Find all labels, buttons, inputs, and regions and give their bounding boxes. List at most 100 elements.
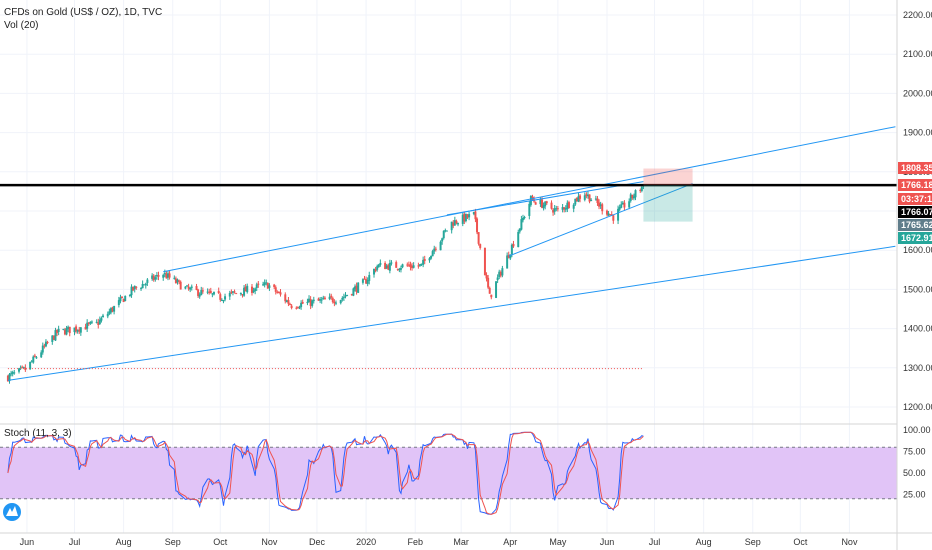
candle-body bbox=[572, 204, 575, 209]
candle-body bbox=[433, 248, 436, 252]
candle-body bbox=[208, 291, 211, 293]
candle-body bbox=[498, 271, 501, 277]
candle-body bbox=[512, 243, 515, 247]
trendline-upper-channel[interactable] bbox=[163, 126, 896, 273]
price-tag-label: 03:37:14 bbox=[901, 194, 932, 204]
candle-body bbox=[95, 321, 98, 323]
candle-body bbox=[439, 241, 442, 251]
candle-body bbox=[217, 290, 220, 294]
candle-body bbox=[461, 214, 464, 224]
position-target-zone[interactable] bbox=[643, 168, 693, 186]
candle-body bbox=[246, 285, 249, 293]
candle-body bbox=[363, 278, 366, 280]
candle-body bbox=[22, 367, 25, 369]
candle-series[interactable] bbox=[6, 184, 645, 384]
candle-body bbox=[434, 248, 437, 250]
candle-body bbox=[146, 279, 149, 283]
price-tag bbox=[898, 193, 932, 205]
candle-body bbox=[266, 283, 269, 289]
candle-body bbox=[583, 195, 586, 200]
trendline-lower-channel[interactable] bbox=[7, 245, 896, 381]
time-tick-label: Oct bbox=[213, 537, 228, 547]
candle-body bbox=[68, 326, 71, 334]
candle-body bbox=[143, 284, 146, 286]
volume-legend[interactable]: Vol (20) bbox=[4, 20, 38, 31]
candle-body bbox=[152, 275, 155, 280]
candle-body bbox=[353, 286, 356, 289]
candle-body bbox=[495, 281, 498, 298]
candle-body bbox=[219, 294, 222, 300]
candle-body bbox=[418, 264, 421, 266]
trendline-wedge-lower[interactable] bbox=[508, 183, 693, 257]
candle-body bbox=[75, 326, 78, 332]
trendlines[interactable] bbox=[0, 126, 897, 381]
grid bbox=[0, 0, 897, 533]
candle-body bbox=[466, 214, 469, 218]
candle-body bbox=[496, 277, 499, 281]
price-tick-label: 2100.00 bbox=[903, 49, 932, 59]
candle-body bbox=[534, 202, 537, 205]
candle-body bbox=[243, 287, 246, 296]
candle-body bbox=[197, 289, 200, 296]
candle-body bbox=[319, 299, 322, 301]
candle-body bbox=[308, 298, 311, 303]
candle-body bbox=[598, 202, 601, 207]
candle-body bbox=[87, 322, 90, 324]
candle-body bbox=[577, 196, 580, 202]
tradingview-logo-icon[interactable] bbox=[3, 503, 21, 521]
position-box[interactable] bbox=[643, 168, 693, 222]
candle-body bbox=[632, 196, 635, 199]
candle-body bbox=[623, 202, 626, 208]
candle-body bbox=[483, 247, 486, 276]
candle-body bbox=[361, 279, 364, 283]
candle-body bbox=[56, 329, 59, 333]
candle-body bbox=[51, 335, 54, 342]
symbol-legend[interactable]: CFDs on Gold (US$ / OZ), 1D, TVC bbox=[4, 7, 162, 18]
candle-body bbox=[563, 207, 566, 210]
candle-body bbox=[431, 251, 434, 257]
candle-body bbox=[350, 294, 353, 296]
candle-body bbox=[517, 231, 520, 248]
price-tag-label: 1766.07 bbox=[901, 207, 932, 217]
price-tick-label: 1600.00 bbox=[903, 245, 932, 255]
price-tag-label: 1672.91 bbox=[901, 233, 932, 243]
candle-body bbox=[235, 293, 238, 295]
stochastic-tick-label: 25.00 bbox=[903, 490, 926, 500]
candle-body bbox=[523, 217, 526, 219]
candle-body bbox=[162, 274, 165, 278]
candle-body bbox=[184, 286, 187, 289]
candle-body bbox=[301, 301, 304, 304]
candle-body bbox=[320, 299, 323, 301]
trendline-wedge-upper[interactable] bbox=[446, 181, 644, 216]
candle-body bbox=[76, 330, 79, 332]
candle-body bbox=[252, 290, 255, 293]
candle-body bbox=[33, 355, 36, 357]
price-tag bbox=[898, 219, 932, 231]
candle-body bbox=[553, 208, 556, 212]
candle-body bbox=[295, 307, 298, 309]
candle-body bbox=[157, 275, 160, 277]
price-tag bbox=[898, 162, 932, 174]
candle-body bbox=[441, 238, 444, 242]
candle-body bbox=[428, 258, 431, 261]
candle-body bbox=[298, 307, 301, 309]
position-stop-zone[interactable] bbox=[643, 185, 693, 222]
candle-body bbox=[574, 198, 577, 205]
candle-body bbox=[621, 202, 624, 205]
candle-body bbox=[6, 375, 9, 382]
candle-body bbox=[545, 201, 548, 204]
candle-body bbox=[342, 296, 345, 298]
time-tick-label: Mar bbox=[453, 537, 469, 547]
candle-body bbox=[617, 208, 620, 221]
candle-body bbox=[639, 189, 642, 191]
candle-body bbox=[567, 202, 570, 209]
stochastic-legend[interactable]: Stoch (11, 3, 3) bbox=[4, 428, 72, 439]
time-axis[interactable]: Jun Jul Aug Sep Oct Nov Dec 2020 Feb Mar Apr May Jun… bbox=[20, 537, 858, 547]
candle-body bbox=[550, 202, 553, 209]
candle-body bbox=[18, 368, 21, 372]
candle-body bbox=[287, 300, 290, 304]
candle-body bbox=[450, 221, 453, 231]
candle-body bbox=[377, 264, 380, 268]
candle-body bbox=[390, 262, 393, 264]
